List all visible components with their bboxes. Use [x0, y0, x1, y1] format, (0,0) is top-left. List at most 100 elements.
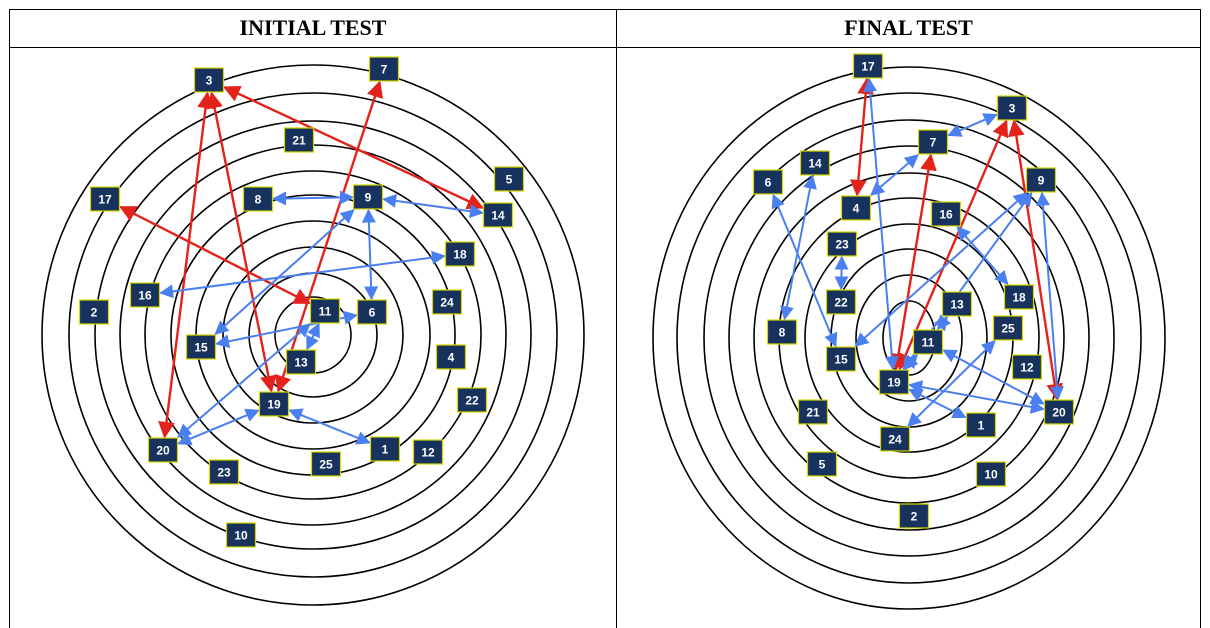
positive-link-9-20 — [1036, 191, 1064, 401]
node-box — [799, 150, 831, 176]
node-box — [1003, 284, 1035, 310]
node-label: 6 — [369, 306, 376, 320]
node-box — [965, 412, 997, 438]
node-box — [996, 95, 1028, 121]
node-box — [147, 437, 179, 463]
node-label: 23 — [835, 238, 849, 252]
relationship-links — [771, 77, 1064, 427]
node-label: 5 — [819, 458, 826, 472]
student-node-14: 14 — [799, 150, 831, 176]
node-label: 11 — [922, 336, 935, 350]
node-label: 3 — [1009, 102, 1016, 116]
positive-link-24-25 — [907, 340, 996, 427]
student-node-24: 24 — [879, 426, 911, 452]
node-label: 17 — [861, 60, 875, 74]
node-label: 24 — [440, 296, 454, 310]
student-node-7: 7 — [917, 129, 949, 155]
node-box — [930, 201, 962, 227]
student-node-15: 15 — [185, 334, 217, 360]
node-label: 20 — [156, 444, 170, 458]
student-node-2: 2 — [78, 299, 110, 325]
student-node-17: 17 — [89, 186, 121, 212]
positive-link-19-1 — [288, 408, 371, 445]
positive-link-23-22 — [834, 255, 849, 291]
node-label: 21 — [292, 134, 306, 148]
relationship-links — [119, 80, 485, 446]
student-node-23: 23 — [208, 459, 240, 485]
node-box — [852, 53, 884, 79]
node-box — [1025, 167, 1057, 193]
student-node-19: 19 — [258, 391, 290, 417]
node-label: 7 — [930, 136, 937, 150]
header-divider — [9, 47, 1201, 48]
column-divider — [616, 9, 617, 628]
node-box — [912, 329, 944, 355]
node-label: 9 — [1038, 174, 1045, 188]
positive-link-6-15 — [771, 193, 838, 348]
student-node-20: 20 — [147, 437, 179, 463]
student-node-11: 11 — [912, 329, 944, 355]
student-node-6: 6 — [752, 169, 784, 195]
node-label: 8 — [255, 193, 262, 207]
node-label: 10 — [234, 529, 248, 543]
student-node-1: 1 — [369, 436, 401, 462]
student-node-8: 8 — [766, 319, 798, 345]
positive-link-19-20 — [177, 408, 260, 446]
node-box — [78, 299, 110, 325]
node-label: 20 — [1052, 406, 1066, 420]
student-node-13: 13 — [941, 291, 973, 317]
node-box — [242, 186, 274, 212]
student-node-18: 18 — [1003, 284, 1035, 310]
student-node-13: 13 — [285, 349, 317, 375]
student-node-4: 4 — [840, 195, 872, 221]
final-test-header: FINAL TEST — [844, 15, 973, 40]
negative-link-3-20 — [158, 91, 214, 439]
node-label: 18 — [1012, 291, 1026, 305]
node-label: 16 — [138, 289, 152, 303]
positive-link-7-4 — [870, 154, 919, 196]
node-label: 12 — [1020, 361, 1034, 375]
positive-link-3-7 — [947, 113, 998, 137]
node-box — [185, 334, 217, 360]
node-box — [825, 289, 857, 315]
node-box — [412, 439, 444, 465]
node-label: 4 — [448, 351, 455, 365]
node-label: 21 — [806, 406, 820, 420]
student-node-1: 1 — [965, 412, 997, 438]
student-node-18: 18 — [444, 241, 476, 267]
node-label: 13 — [294, 356, 308, 370]
node-label: 16 — [939, 208, 953, 222]
node-label: 5 — [506, 173, 513, 187]
negative-link-17-4 — [850, 77, 874, 197]
node-box — [840, 195, 872, 221]
node-label: 8 — [779, 326, 786, 340]
node-label: 15 — [194, 341, 208, 355]
node-box — [917, 129, 949, 155]
node-box — [1043, 399, 1075, 425]
node-label: 10 — [984, 468, 998, 482]
student-node-17: 17 — [852, 53, 884, 79]
negative-link-3-19 — [206, 91, 277, 393]
table-frame — [9, 9, 1201, 628]
positive-link-16-18 — [956, 225, 1009, 286]
node-label: 13 — [950, 298, 964, 312]
student-node-8: 8 — [242, 186, 274, 212]
positive-link-13-11 — [933, 314, 952, 332]
node-box — [766, 319, 798, 345]
node-box — [310, 451, 342, 477]
node-box — [356, 299, 388, 325]
student-node-16: 16 — [930, 201, 962, 227]
node-label: 19 — [887, 376, 901, 390]
node-box — [369, 436, 401, 462]
positive-link-9-14 — [382, 193, 484, 219]
ring-2 — [676, 92, 1142, 584]
student-node-5: 5 — [806, 451, 838, 477]
student-node-12: 12 — [412, 439, 444, 465]
student-node-20: 20 — [1043, 399, 1075, 425]
node-label: 6 — [765, 176, 772, 190]
student-node-3: 3 — [996, 95, 1028, 121]
node-box — [878, 369, 910, 395]
node-label: 25 — [319, 458, 333, 472]
node-box — [258, 391, 290, 417]
student-node-15: 15 — [825, 346, 857, 372]
